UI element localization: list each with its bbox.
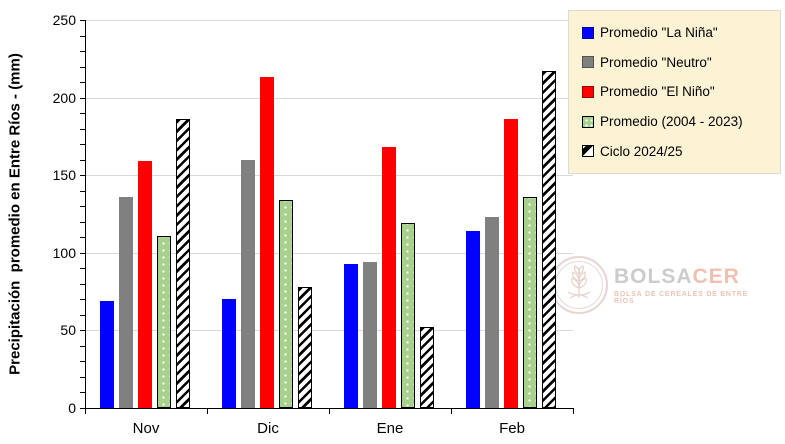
bar-feb-series3 — [504, 119, 518, 408]
legend-swatch-hatch-icon — [582, 145, 594, 158]
y-axis-minor-tick — [80, 221, 85, 223]
watermark-brand-accent: CER — [692, 264, 740, 288]
y-axis-minor-tick — [80, 190, 85, 192]
y-axis-minor-tick — [80, 408, 85, 409]
x-category-label: Dic — [257, 420, 279, 437]
y-tick-label: 50 — [60, 322, 76, 339]
y-axis-minor-tick — [80, 35, 85, 37]
x-category-label: Feb — [499, 420, 525, 437]
bar-dic-series5 — [298, 286, 312, 408]
bar-ene-series1 — [344, 263, 358, 408]
x-axis-tick — [573, 408, 574, 414]
y-axis-minor-tick — [80, 299, 85, 301]
gridline — [85, 252, 573, 254]
y-axis-minor-tick — [80, 159, 85, 161]
bar-ene-series2 — [363, 262, 377, 408]
legend-swatch-solid-icon — [582, 56, 594, 69]
bar-nov-series1 — [100, 300, 114, 408]
bar-nov-series2 — [119, 196, 133, 408]
bar-nov-series5 — [176, 119, 190, 408]
bolsacer-watermark: BOLSACER BOLSA DE CEREALES DE ENTRE RÍOS — [548, 250, 763, 320]
x-category-label: Nov — [132, 420, 160, 437]
y-axis-minor-tick — [80, 144, 85, 146]
y-axis-minor-tick — [80, 66, 85, 68]
y-axis-minor-tick — [80, 330, 85, 332]
legend-label: Ciclo 2024/25 — [600, 143, 683, 159]
gridline — [85, 20, 573, 21]
legend-item-5: Ciclo 2024/25 — [582, 144, 776, 159]
legend-item-2: Promedio "Neutro" — [582, 55, 776, 70]
bar-feb-series1 — [466, 231, 480, 408]
legend-item-1: Promedio "La Niña" — [582, 25, 776, 40]
x-axis-tick — [451, 408, 452, 414]
y-tick-label: 0 — [68, 400, 76, 416]
bar-nov-series3 — [138, 161, 152, 408]
y-axis-minor-tick — [80, 345, 85, 347]
y-axis-minor-tick — [80, 237, 85, 239]
legend-label: Promedio "El Niño" — [600, 84, 715, 100]
wheat-emblem-icon — [550, 256, 608, 314]
y-axis-minor-tick — [80, 268, 85, 270]
gridline — [85, 97, 573, 99]
y-tick-label: 150 — [52, 167, 76, 184]
y-tick-label: 100 — [52, 244, 76, 261]
y-tick-label: 200 — [52, 89, 76, 106]
legend-swatch-dots-icon — [582, 115, 594, 128]
y-axis-minor-tick — [80, 252, 85, 254]
bar-dic-series4 — [279, 200, 293, 408]
y-axis-minor-tick — [80, 376, 85, 378]
bar-feb-series4 — [523, 196, 537, 408]
y-axis-title: Precipitación promedio en Entre Ríos - (… — [6, 53, 24, 375]
watermark-brand: BOLSACER — [614, 264, 763, 288]
x-axis-tick — [207, 408, 208, 414]
legend: Promedio "La Niña" Promedio "Neutro" Prome… — [568, 10, 781, 174]
x-axis-tick — [329, 408, 330, 414]
watermark-text: BOLSACER BOLSA DE CEREALES DE ENTRE RÍOS — [614, 264, 763, 305]
y-axis-minor-tick — [80, 128, 85, 130]
y-axis-minor-tick — [80, 361, 85, 363]
bar-nov-series4 — [157, 235, 171, 408]
bar-ene-series4 — [401, 223, 415, 408]
y-axis-minor-tick — [80, 20, 85, 21]
y-axis-minor-tick — [80, 283, 85, 285]
y-axis-minor-tick — [80, 175, 85, 177]
watermark-brand-primary: BOLSA — [614, 264, 693, 288]
bar-feb-series2 — [485, 217, 499, 408]
y-axis-minor-tick — [80, 113, 85, 115]
x-axis-tick — [85, 408, 86, 414]
legend-item-4: Promedio (2004 - 2023) — [582, 114, 776, 129]
y-axis-minor-tick — [80, 314, 85, 316]
legend-label: Promedio (2004 - 2023) — [600, 114, 743, 130]
bar-feb-series5 — [542, 71, 556, 408]
y-axis-line — [85, 20, 86, 408]
y-axis-minor-tick — [80, 51, 85, 53]
legend-swatch-solid-icon — [582, 85, 594, 98]
x-category-label: Ene — [376, 420, 404, 437]
bar-dic-series2 — [241, 159, 255, 408]
legend-swatch-solid-icon — [582, 26, 594, 39]
y-axis-minor-tick — [80, 82, 85, 84]
bar-ene-series3 — [382, 147, 396, 408]
y-axis-minor-tick — [80, 392, 85, 394]
y-tick-label: 250 — [52, 12, 76, 28]
legend-label: Promedio "Neutro" — [600, 54, 712, 70]
watermark-subtitle: BOLSA DE CEREALES DE ENTRE RÍOS — [614, 290, 749, 305]
bar-ene-series5 — [420, 327, 434, 408]
gridline — [85, 175, 573, 177]
bar-dic-series1 — [222, 299, 236, 408]
legend-label: Promedio "La Niña" — [600, 25, 718, 41]
y-axis-minor-tick — [80, 97, 85, 99]
bar-dic-series3 — [260, 77, 274, 408]
legend-item-3: Promedio "El Niño" — [582, 84, 776, 99]
y-axis-minor-tick — [80, 206, 85, 208]
gridline — [85, 330, 573, 332]
